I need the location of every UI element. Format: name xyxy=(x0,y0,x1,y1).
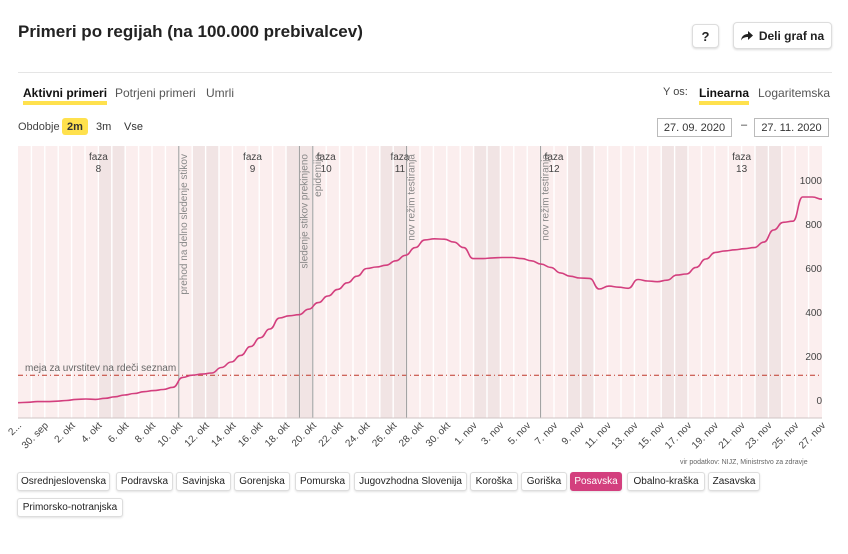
y-tick-label: 1000 xyxy=(800,176,823,187)
share-button[interactable]: Deli graf na xyxy=(733,22,832,49)
y-tick-label: 0 xyxy=(816,396,822,407)
x-tick-label: 10. okt xyxy=(156,420,185,449)
help-button[interactable]: ? xyxy=(692,24,719,48)
region-button[interactable]: Obalno-kraška xyxy=(627,472,705,491)
data-source: vir podatkov: NIJZ, Ministrstvo za zdrav… xyxy=(680,459,808,466)
x-tick-label: 2... xyxy=(7,420,25,438)
date-to-field[interactable]: 27. 11. 2020 xyxy=(754,118,829,137)
x-tick-label: 8. okt xyxy=(133,420,158,445)
period-option-0[interactable]: 2m xyxy=(62,118,88,135)
threshold-label: meja za uvrstitev na rdeči seznam xyxy=(25,363,176,374)
x-tick-label: 23. nov xyxy=(744,420,775,451)
x-tick-label: 27. nov xyxy=(797,420,828,451)
x-tick-label: 12. okt xyxy=(183,420,212,449)
x-tick-label: 15. nov xyxy=(636,420,667,451)
x-tick-label: 3. nov xyxy=(479,420,506,447)
region-button[interactable]: Podravska xyxy=(116,472,173,491)
x-tick-label: 2. okt xyxy=(53,420,78,445)
region-button[interactable]: Savinjska xyxy=(176,472,231,491)
region-button[interactable]: Koroška xyxy=(470,472,518,491)
region-button[interactable]: Gorenjska xyxy=(234,472,290,491)
x-tick-label: 17. nov xyxy=(663,420,694,451)
period-option-2[interactable]: Vse xyxy=(124,120,143,133)
region-button[interactable]: Zasavska xyxy=(708,472,760,491)
x-tick-label: 5. nov xyxy=(506,420,533,447)
y-tick-label: 400 xyxy=(805,308,822,319)
phase-label: faza xyxy=(243,152,262,163)
x-tick-label: 22. okt xyxy=(317,420,346,449)
phase-number: 13 xyxy=(736,164,748,175)
period-label: Obdobje xyxy=(18,121,60,133)
y-tick-label: 600 xyxy=(805,264,822,275)
x-tick-label: 1. nov xyxy=(453,420,480,447)
phase-label: faza xyxy=(89,152,108,163)
x-tick-label: 30. sep xyxy=(20,420,51,451)
phase-label: faza xyxy=(317,152,336,163)
region-button[interactable]: Osrednjeslovenska xyxy=(17,472,110,491)
phase-label: faza xyxy=(390,152,409,163)
y-axis-label: Y os: xyxy=(663,86,688,98)
x-tick-label: 16. okt xyxy=(236,420,265,449)
period-option-1[interactable]: 3m xyxy=(96,120,112,133)
region-chart: meja za uvrstitev na rdeči seznam prehod … xyxy=(7,146,828,451)
region-button[interactable]: Primorsko-notranjska xyxy=(17,498,123,517)
x-tick-label: 28. okt xyxy=(397,420,426,449)
event-label: prehod na delno sledenje stikov xyxy=(179,154,190,295)
region-button[interactable]: Jugovzhodna Slovenija xyxy=(354,472,467,491)
share-arrow-icon xyxy=(740,30,753,40)
y-tick-label: 800 xyxy=(805,220,822,231)
phase-number: 11 xyxy=(395,164,406,175)
tab-0[interactable]: Aktivni primeri xyxy=(23,86,108,105)
page-title: Primeri po regijah (na 100.000 prebivalc… xyxy=(18,22,363,45)
x-tick-label: 18. okt xyxy=(263,420,292,449)
x-tick-label: 25. nov xyxy=(770,420,801,451)
phase-number: 10 xyxy=(321,164,333,175)
region-button[interactable]: Posavska xyxy=(570,472,622,491)
header-divider xyxy=(18,72,832,73)
region-button[interactable]: Pomurska xyxy=(295,472,350,491)
x-tick-label: 26. okt xyxy=(370,420,399,449)
tab-2[interactable]: Umrli xyxy=(206,86,234,100)
event-label: nov režim testiranja xyxy=(541,154,552,241)
share-label: Deli graf na xyxy=(758,28,825,43)
y-axis-option-1[interactable]: Logaritemska xyxy=(758,86,831,100)
x-tick-label: 24. okt xyxy=(344,420,373,449)
series-line xyxy=(17,196,823,404)
x-tick-label: 14. okt xyxy=(210,420,239,449)
date-separator: – xyxy=(741,119,748,131)
date-from-field[interactable]: 27. 09. 2020 xyxy=(657,118,732,137)
phase-label: faza xyxy=(732,152,751,163)
phase-number: 9 xyxy=(250,164,256,175)
y-axis-option-0[interactable]: Linearna xyxy=(699,86,750,105)
x-tick-label: 13. nov xyxy=(610,420,641,451)
x-tick-label: 19. nov xyxy=(690,420,721,451)
event-label: nov režim testiranja xyxy=(407,154,418,241)
x-tick-label: 6. okt xyxy=(106,420,131,445)
phase-label: faza xyxy=(545,152,564,163)
region-button[interactable]: Goriška xyxy=(521,472,567,491)
tab-1[interactable]: Potrjeni primeri xyxy=(115,86,196,100)
x-tick-label: 7. nov xyxy=(533,420,560,447)
x-tick-label: 20. okt xyxy=(290,420,319,449)
x-tick-label: 21. nov xyxy=(717,420,748,451)
phase-number: 8 xyxy=(96,164,102,175)
x-tick-label: 11. nov xyxy=(583,420,613,450)
x-tick-label: 30. okt xyxy=(424,420,453,449)
phase-number: 12 xyxy=(548,164,560,175)
x-tick-label: 4. okt xyxy=(79,420,104,445)
event-label: epidemija xyxy=(313,154,324,197)
y-tick-label: 200 xyxy=(805,352,822,363)
event-label: sledenje stikov prekinjeno xyxy=(299,154,310,269)
